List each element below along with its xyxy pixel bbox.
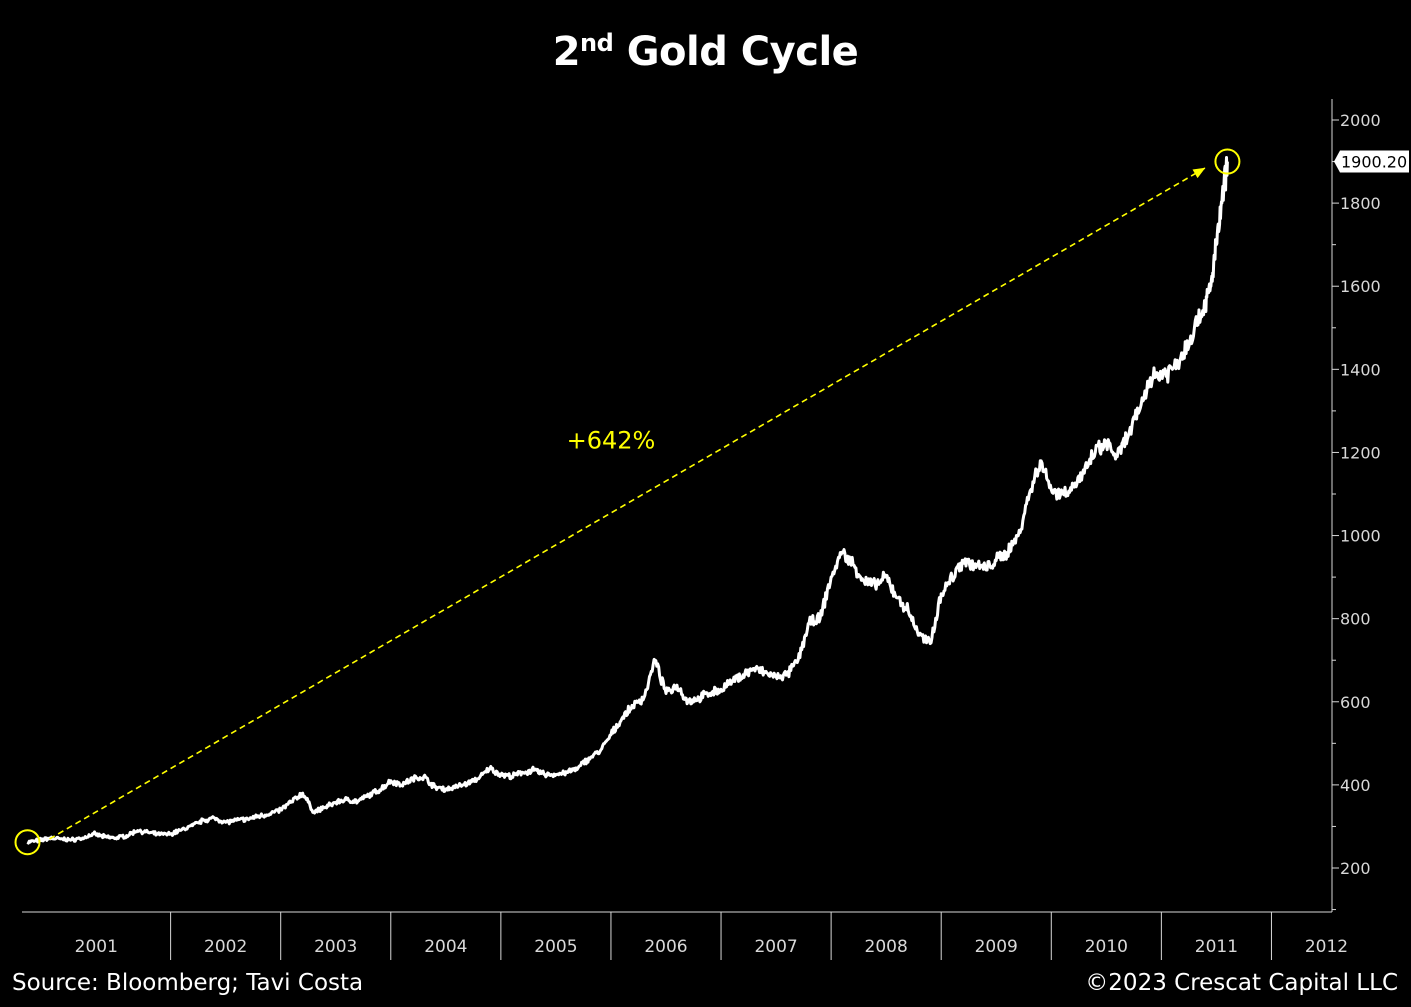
- plot-area: [26, 156, 1229, 845]
- y-tick-label: 1400: [1340, 360, 1381, 379]
- y-axis: 200 400 600 800 1000 1200 1400 1600 1800 2000 1900…: [1331, 99, 1409, 912]
- last-value-tag: [1334, 150, 1409, 173]
- x-tick-label: 2008: [865, 937, 908, 957]
- source-note: Source: Bloomberg; Tavi Costa: [12, 970, 364, 996]
- growth-arrow-head: [1192, 167, 1206, 179]
- highlight-circle: [14, 829, 41, 856]
- x-tick-label: 2004: [424, 937, 467, 957]
- x-axis: 2001 2002 2003 2004 2005 2006 2007 2008 2009 2010…: [22, 911, 1348, 960]
- y-tick-label: 1000: [1340, 527, 1381, 546]
- gold-price-chart: 2001 2002 2003 2004 2005 2006 2007 2008 2009 2010…: [14, 99, 1409, 960]
- chart-title: 2nd Gold Cycle: [0, 22, 1411, 82]
- gold-price-line: [26, 156, 1229, 845]
- y-tick-label: 2000: [1340, 111, 1381, 130]
- y-tick-label: 600: [1340, 693, 1371, 712]
- y-tick-label: 800: [1340, 610, 1371, 629]
- y-tick-label: 1600: [1340, 277, 1381, 296]
- x-tick-label: 2002: [204, 937, 247, 957]
- x-tick-label: 2007: [754, 937, 797, 957]
- x-tick-label: 2006: [644, 937, 687, 957]
- x-tick-label: 2012: [1305, 937, 1348, 957]
- y-tick-label: 400: [1340, 776, 1371, 795]
- x-tick-label: 2001: [75, 937, 118, 957]
- y-tick-label: 1800: [1340, 194, 1381, 213]
- last-value-label: 1900.20: [1341, 153, 1407, 172]
- x-tick-label: 2005: [534, 937, 577, 957]
- y-tick-label: 200: [1340, 859, 1371, 878]
- x-tick-label: 2011: [1195, 937, 1238, 957]
- annotation-layer: +642%: [14, 148, 1241, 856]
- x-tick-label: 2010: [1085, 937, 1128, 957]
- chart-title-main: 2: [552, 29, 581, 75]
- highlight-circle: [1214, 148, 1241, 175]
- x-tick-label: 2003: [314, 937, 357, 957]
- chart-title-superscript: nd: [580, 29, 614, 57]
- chart-title-rest: Gold Cycle: [613, 29, 859, 75]
- y-tick-label: 1200: [1340, 443, 1381, 462]
- growth-arrow-line: [49, 167, 1206, 840]
- x-tick-label: 2009: [975, 937, 1018, 957]
- growth-percent-label: +642%: [567, 426, 656, 454]
- copyright-note: ©2023 Crescat Capital LLC: [1085, 970, 1398, 996]
